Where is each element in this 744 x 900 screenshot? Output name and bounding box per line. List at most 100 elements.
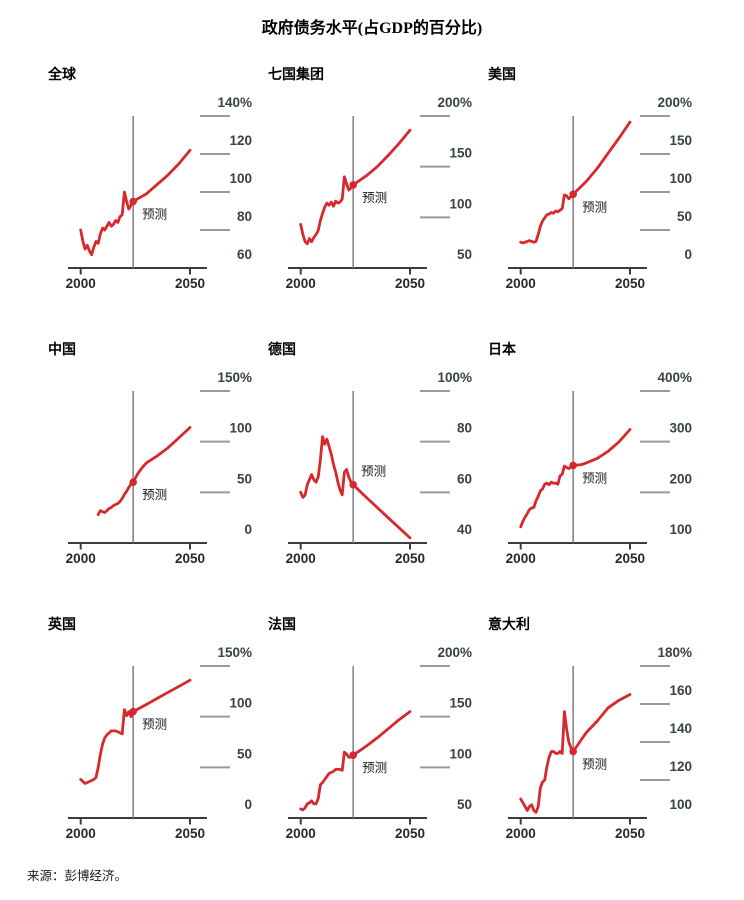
y-tick-label: 100 xyxy=(229,171,252,186)
x-tick-label: 2000 xyxy=(506,276,536,291)
chart-svg-germany: 2000 2050 40 60 80 100% 预测 xyxy=(286,370,472,566)
chart-svg-g7: 2000 2050 50 100 150 200% 预测 xyxy=(286,95,472,291)
x-tick-label: 2000 xyxy=(66,826,96,841)
y-tick-label: 120 xyxy=(669,759,692,774)
x-tick-label: 2050 xyxy=(395,551,425,566)
y-tick-label: 200 xyxy=(669,471,692,486)
y-tick-label: 80 xyxy=(457,421,472,436)
chart-svg-france: 2000 2050 50 100 150 200% 预测 xyxy=(286,645,472,841)
forecast-start-dot xyxy=(349,181,357,189)
y-tick-label: 150% xyxy=(217,370,252,385)
forecast-start-dot xyxy=(349,480,357,489)
y-tick-label: 60 xyxy=(237,247,252,262)
y-tick-label: 200% xyxy=(437,95,472,110)
y-tick-label: 100 xyxy=(229,696,252,711)
chart-title-germany: 德国 xyxy=(268,343,296,358)
source-note: 来源：彭博经济。 xyxy=(27,869,128,883)
y-tick-label: 120 xyxy=(229,133,252,148)
y-tick-label: 80 xyxy=(237,209,252,224)
chart-svg-global: 2000 2050 60 80 100 120 140% 预测 xyxy=(66,95,252,291)
forecast-label: 预测 xyxy=(142,718,167,732)
chart-panel-italy: 意大利 2000 2050 100 120 140 160 180% 预测 xyxy=(480,613,700,861)
y-tick-label: 50 xyxy=(237,746,252,761)
y-tick-label: 200% xyxy=(437,645,472,660)
y-tick-label: 100 xyxy=(449,746,472,761)
y-tick-label: 150% xyxy=(217,645,252,660)
y-tick-label: 50 xyxy=(457,797,472,812)
forecast-label: 预测 xyxy=(582,471,607,485)
debt-line-series xyxy=(519,693,632,814)
forecast-label: 预测 xyxy=(362,761,387,775)
forecast-label: 预测 xyxy=(142,488,167,502)
chart-panel-g7: 七国集团 2000 2050 50 100 150 200% 预测 xyxy=(260,63,480,338)
forecast-start-dot xyxy=(569,190,577,199)
x-tick-label: 2000 xyxy=(506,551,536,566)
debt-line-series xyxy=(519,428,632,529)
debt-line-series xyxy=(79,678,192,785)
y-tick-label: 140 xyxy=(669,721,692,736)
y-tick-label: 50 xyxy=(237,471,252,486)
x-tick-label: 2050 xyxy=(615,551,645,566)
forecast-start-dot xyxy=(569,461,577,470)
y-tick-label: 100 xyxy=(669,522,692,537)
x-tick-label: 2000 xyxy=(66,551,96,566)
chart-title-g7: 七国集团 xyxy=(268,68,324,83)
y-tick-label: 100 xyxy=(669,171,692,186)
forecast-label: 预测 xyxy=(582,758,607,772)
y-tick-label: 0 xyxy=(244,522,252,537)
chart-title-us: 美国 xyxy=(488,68,516,83)
chart-panel-global: 全球 2000 2050 60 80 100 120 140% 预测 xyxy=(40,63,260,338)
chart-title-italy: 意大利 xyxy=(488,618,530,633)
x-tick-label: 2050 xyxy=(395,826,425,841)
y-tick-label: 150 xyxy=(449,696,472,711)
x-tick-label: 2050 xyxy=(175,276,205,291)
y-tick-label: 150 xyxy=(669,133,692,148)
y-tick-label: 0 xyxy=(244,797,252,812)
debt-line-series xyxy=(519,120,632,245)
x-tick-label: 2000 xyxy=(506,826,536,841)
y-tick-label: 100 xyxy=(669,797,692,812)
chart-panel-germany: 德国 2000 2050 40 60 80 100% 预测 xyxy=(260,338,480,613)
y-tick-label: 160 xyxy=(669,683,692,698)
x-tick-label: 2050 xyxy=(615,276,645,291)
y-tick-label: 50 xyxy=(677,209,692,224)
y-tick-label: 60 xyxy=(457,471,472,486)
chart-svg-uk: 2000 2050 0 50 100 150% 预测 xyxy=(66,645,252,841)
chart-title-japan: 日本 xyxy=(488,343,516,358)
y-tick-label: 180% xyxy=(657,645,692,660)
chart-svg-japan: 2000 2050 100 200 300 400% 预测 xyxy=(506,370,692,566)
forecast-label: 预测 xyxy=(362,191,387,205)
y-tick-label: 150 xyxy=(449,146,472,161)
y-tick-label: 400% xyxy=(657,370,692,385)
y-tick-label: 100% xyxy=(437,370,472,385)
x-tick-label: 2000 xyxy=(286,276,316,291)
forecast-start-dot xyxy=(129,707,137,716)
y-tick-label: 0 xyxy=(684,247,692,262)
x-tick-label: 2050 xyxy=(175,551,205,566)
x-tick-label: 2000 xyxy=(286,826,316,841)
forecast-label: 预测 xyxy=(361,465,386,479)
y-tick-label: 40 xyxy=(457,522,472,537)
chart-svg-us: 2000 2050 0 50 100 150 200% 预测 xyxy=(506,95,692,291)
y-tick-label: 300 xyxy=(669,421,692,436)
charts-grid: 全球 2000 2050 60 80 100 120 140% 预测 七国集团 2000 205… xyxy=(40,63,744,861)
chart-title-uk: 英国 xyxy=(48,618,76,633)
chart-panel-japan: 日本 2000 2050 100 200 300 400% 预测 xyxy=(480,338,700,613)
chart-title-france: 法国 xyxy=(268,618,296,633)
debt-line-series xyxy=(96,426,192,516)
y-tick-label: 100 xyxy=(229,421,252,436)
chart-svg-china: 2000 2050 0 50 100 150% 预测 xyxy=(66,370,252,566)
chart-title-global: 全球 xyxy=(48,68,76,83)
y-tick-label: 140% xyxy=(217,95,252,110)
y-tick-label: 50 xyxy=(457,247,472,262)
forecast-label: 预测 xyxy=(142,208,167,222)
page-title: 政府债务水平(占GDP的百分比) xyxy=(261,20,483,37)
x-tick-label: 2050 xyxy=(175,826,205,841)
y-tick-label: 100 xyxy=(449,196,472,211)
forecast-start-dot xyxy=(349,751,357,759)
forecast-start-dot xyxy=(129,197,137,206)
forecast-label: 预测 xyxy=(582,200,607,214)
chart-panel-uk: 英国 2000 2050 0 50 100 150% 预测 xyxy=(40,613,260,861)
debt-line-series xyxy=(299,710,412,812)
